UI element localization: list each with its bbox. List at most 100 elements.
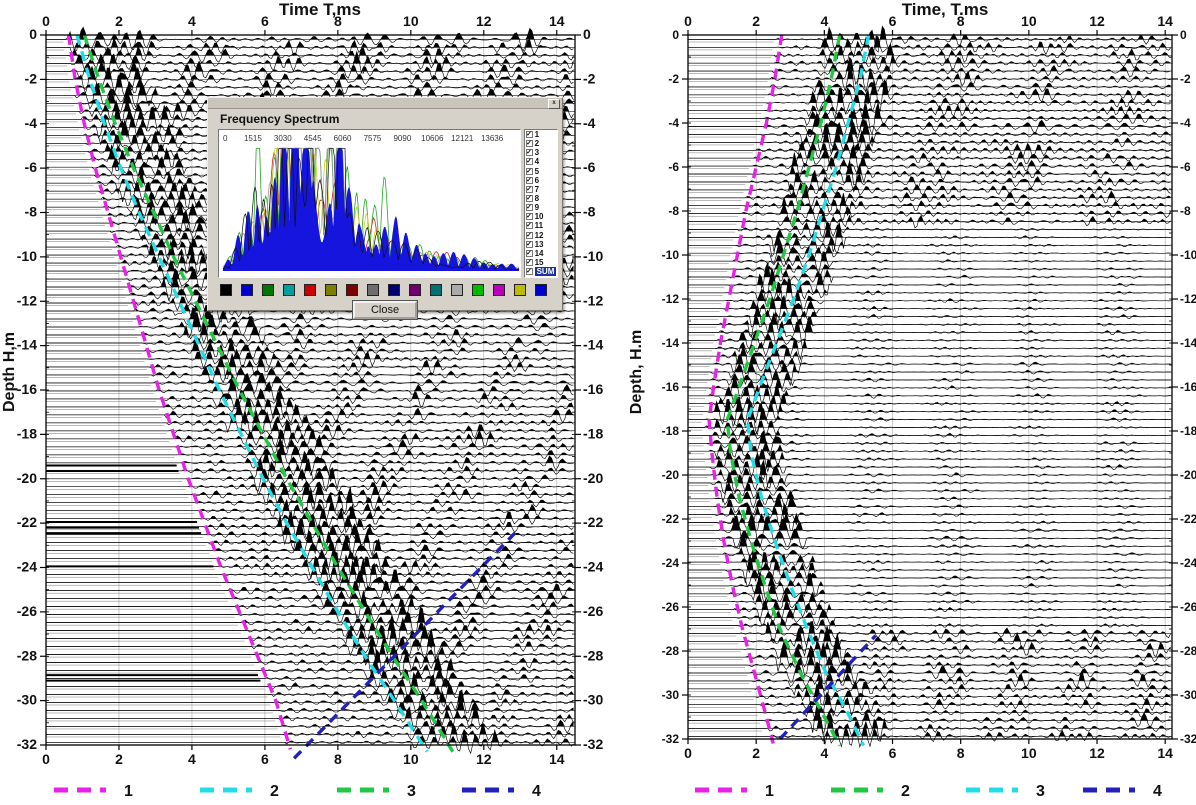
- checkbox-checked-icon[interactable]: ✓: [525, 222, 533, 230]
- checkbox-checked-icon[interactable]: ✓: [525, 131, 533, 139]
- series-checkbox-list: ✓ 1 ✓ 2 ✓ 3 ✓ 4 ✓ 5 ✓ 6 ✓ 7 ✓ 8 ✓ 9 ✓ 10 ✓ 11 ✓ 12 ✓ 13 ✓ 14 ✓ 15 ✓ SUM: [523, 129, 558, 278]
- legend-label-4: 4: [532, 783, 541, 800]
- series-swatch[interactable]: [346, 284, 358, 296]
- spectrum-freq-tick: 10606: [421, 134, 444, 143]
- close-button[interactable]: Close: [352, 300, 418, 320]
- series-swatch[interactable]: [262, 284, 274, 296]
- svg-text:-30: -30: [17, 692, 37, 708]
- series-swatch[interactable]: [241, 284, 253, 296]
- close-icon[interactable]: x: [548, 99, 560, 109]
- checkbox-checked-icon[interactable]: ✓: [525, 259, 533, 267]
- curve-2: [75, 34, 429, 753]
- svg-text:Depth, H.m: Depth, H.m: [628, 330, 645, 414]
- svg-text:-22: -22: [583, 514, 603, 530]
- svg-text:0: 0: [42, 13, 50, 29]
- checkbox-checked-icon[interactable]: ✓: [525, 195, 533, 203]
- spectrum-freq-tick: 6060: [334, 134, 352, 143]
- checkbox-checked-icon[interactable]: ✓: [525, 213, 533, 221]
- svg-text:-22: -22: [17, 514, 37, 530]
- legend-label-3: 3: [407, 783, 416, 800]
- checkbox-checked-icon[interactable]: ✓: [525, 149, 533, 157]
- checkbox-checked-icon[interactable]: ✓: [525, 140, 533, 148]
- series-swatch[interactable]: [367, 284, 379, 296]
- svg-text:4: 4: [820, 745, 828, 761]
- checkbox-checked-icon[interactable]: ✓: [525, 240, 533, 248]
- series-checkbox-item[interactable]: ✓ 14: [525, 249, 557, 258]
- svg-text:2: 2: [115, 13, 123, 29]
- series-checkbox-label: 10: [534, 212, 544, 222]
- series-swatch[interactable]: [388, 284, 400, 296]
- series-swatch[interactable]: [451, 284, 463, 296]
- series-checkbox-item[interactable]: ✓ 4: [525, 157, 557, 166]
- spectrum-freq-tick: 9090: [393, 134, 411, 143]
- svg-text:-28: -28: [662, 644, 680, 658]
- svg-text:-4: -4: [583, 115, 596, 131]
- checkbox-checked-icon[interactable]: ✓: [525, 204, 533, 212]
- checkbox-checked-icon[interactable]: ✓: [525, 268, 533, 276]
- checkbox-checked-icon[interactable]: ✓: [525, 249, 533, 257]
- series-checkbox-item[interactable]: ✓ 8: [525, 194, 557, 203]
- svg-text:-14: -14: [662, 336, 680, 350]
- series-swatch[interactable]: [220, 284, 232, 296]
- series-checkbox-item[interactable]: ✓ 6: [525, 176, 557, 185]
- series-swatch[interactable]: [472, 284, 484, 296]
- series-checkbox-item[interactable]: ✓ 12: [525, 231, 557, 240]
- series-swatch[interactable]: [325, 284, 337, 296]
- series-checkbox-item[interactable]: ✓ 1: [525, 130, 557, 139]
- series-checkbox-item[interactable]: ✓ 2: [525, 139, 557, 148]
- svg-text:0: 0: [42, 751, 50, 767]
- svg-text:0: 0: [1180, 28, 1187, 42]
- spectrum-freq-tick: 1515: [244, 134, 262, 143]
- svg-text:4: 4: [188, 751, 196, 767]
- series-checkbox-item[interactable]: ✓ SUM: [525, 267, 557, 277]
- series-checkbox-item[interactable]: ✓ 13: [525, 240, 557, 249]
- svg-text:10: 10: [1021, 13, 1037, 29]
- svg-text:-12: -12: [662, 292, 680, 306]
- series-swatch[interactable]: [283, 284, 295, 296]
- curve-2: [725, 34, 842, 747]
- series-checkbox-item[interactable]: ✓ 11: [525, 221, 557, 230]
- series-checkbox-item[interactable]: ✓ 3: [525, 148, 557, 157]
- svg-text:-28: -28: [583, 647, 603, 663]
- series-swatch[interactable]: [514, 284, 526, 296]
- svg-text:14: 14: [549, 751, 565, 767]
- series-checkbox-item[interactable]: ✓ 15: [525, 258, 557, 267]
- series-checkbox-label: 14: [534, 248, 544, 258]
- svg-text:-30: -30: [583, 692, 603, 708]
- checkbox-checked-icon[interactable]: ✓: [525, 231, 533, 239]
- dialog-titlebar[interactable]: x: [208, 98, 562, 109]
- svg-text:-8: -8: [583, 204, 596, 220]
- svg-text:-24: -24: [662, 556, 680, 570]
- trace-group: [46, 26, 575, 755]
- svg-text:-14: -14: [1180, 336, 1196, 350]
- series-swatch[interactable]: [493, 284, 505, 296]
- svg-text:10: 10: [1021, 745, 1037, 761]
- series-checkbox-item[interactable]: ✓ 10: [525, 212, 557, 221]
- spectrum-chart: 0 1515 3030 4545 6060 7575 9090 10606 12121 13636: [218, 129, 521, 278]
- legend-label-2: 2: [901, 783, 910, 800]
- checkbox-checked-icon[interactable]: ✓: [525, 158, 533, 166]
- series-swatch[interactable]: [409, 284, 421, 296]
- checkbox-checked-icon[interactable]: ✓: [525, 167, 533, 175]
- series-checkbox-item[interactable]: ✓ 7: [525, 185, 557, 194]
- svg-text:-24: -24: [1180, 556, 1196, 570]
- series-checkbox-item[interactable]: ✓ 5: [525, 167, 557, 176]
- svg-text:-10: -10: [17, 248, 37, 264]
- checkbox-checked-icon[interactable]: ✓: [525, 185, 533, 193]
- svg-text:-10: -10: [1180, 248, 1196, 262]
- svg-text:-2: -2: [583, 70, 596, 86]
- checkbox-checked-icon[interactable]: ✓: [525, 176, 533, 184]
- series-checkbox-item[interactable]: ✓ 9: [525, 203, 557, 212]
- series-checkbox-label: 11: [534, 221, 544, 231]
- curve-3: [745, 34, 871, 747]
- series-swatch[interactable]: [304, 284, 316, 296]
- svg-text:-32: -32: [17, 736, 37, 752]
- series-swatch[interactable]: [430, 284, 442, 296]
- series-swatch[interactable]: [535, 284, 547, 296]
- svg-text:-20: -20: [1180, 468, 1196, 482]
- series-checkbox-label: 15: [534, 258, 544, 268]
- spectrum-freq-tick: 3030: [274, 134, 292, 143]
- legend: 1 2 3 4: [54, 783, 541, 800]
